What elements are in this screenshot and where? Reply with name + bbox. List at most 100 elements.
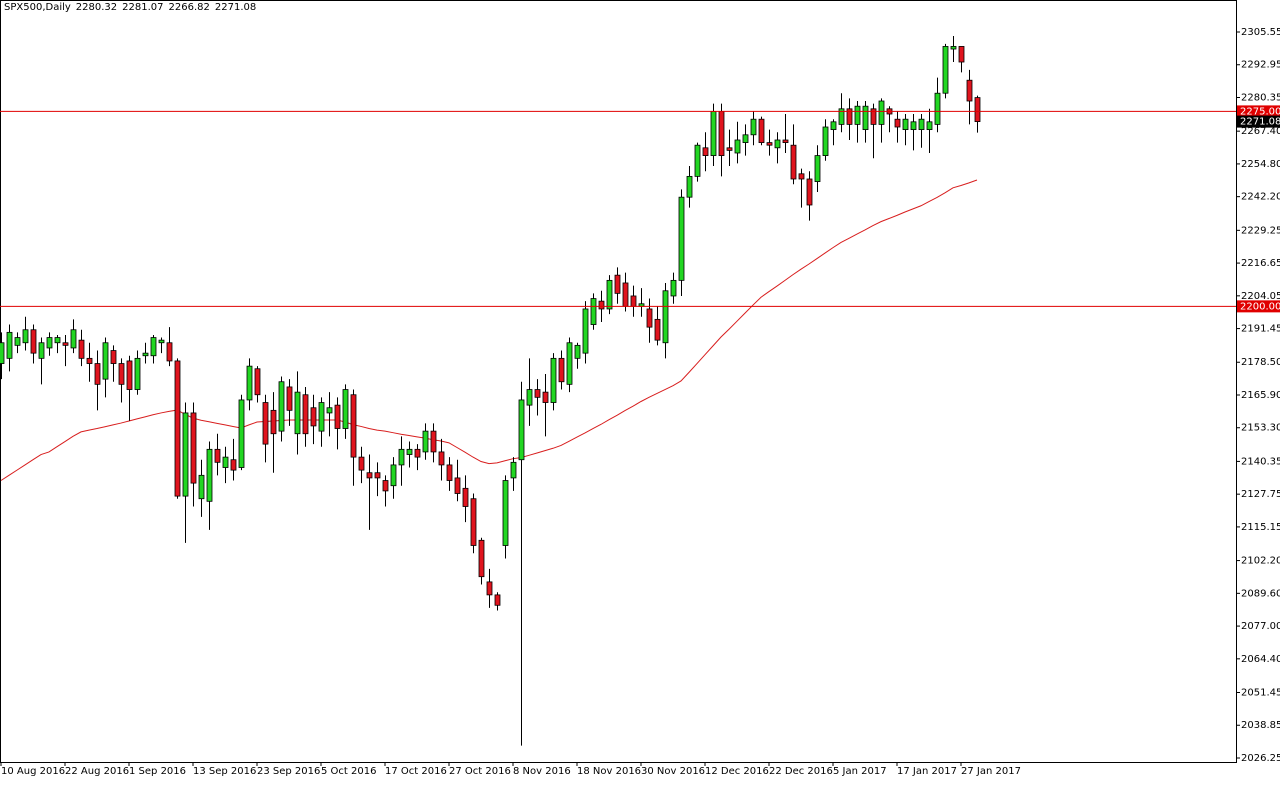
- candle-body: [190, 412, 197, 484]
- x-tick-label: 17 Oct 2016: [385, 766, 447, 777]
- candle-body: [790, 144, 797, 180]
- y-tick-label: 2102.20: [1241, 556, 1280, 567]
- candle-body: [286, 386, 293, 411]
- candle-body: [838, 108, 845, 125]
- y-tick-label: 2140.35: [1241, 456, 1280, 467]
- candle-body: [110, 350, 117, 364]
- candle-body: [54, 337, 61, 344]
- candle-body: [518, 399, 525, 461]
- y-tick-label: 2038.85: [1241, 720, 1280, 731]
- candle-body: [382, 480, 389, 492]
- y-tick-label: 2165.90: [1241, 390, 1280, 401]
- candle-body: [358, 456, 365, 471]
- candle-body: [694, 144, 701, 177]
- candle-body: [614, 274, 621, 294]
- y-tick-label: 2051.45: [1241, 687, 1280, 698]
- current-price-label: 2271.08: [1240, 117, 1280, 128]
- candle-body: [70, 329, 77, 349]
- candle-body: [718, 111, 725, 156]
- candle-body: [686, 175, 693, 198]
- candle-body: [534, 389, 541, 398]
- candle-body: [302, 394, 309, 435]
- candle-body: [806, 178, 813, 206]
- candle-body: [182, 412, 189, 497]
- candle-body: [710, 111, 717, 156]
- candle-body: [878, 100, 885, 125]
- candle-body: [398, 448, 405, 466]
- candle-body: [702, 147, 709, 156]
- candle-body: [118, 363, 125, 385]
- x-tick-label: 18 Nov 2016: [577, 766, 641, 777]
- candle-body: [342, 389, 349, 429]
- candle-body: [566, 342, 573, 385]
- candle-body: [366, 472, 373, 479]
- candle-body: [934, 92, 941, 125]
- candle-body: [910, 121, 917, 131]
- candle-body: [646, 308, 653, 328]
- price-label-bg: [1237, 105, 1280, 118]
- x-tick-label: 8 Nov 2016: [513, 766, 571, 777]
- candle-body: [734, 139, 741, 154]
- plot-frame: [0, 0, 1237, 763]
- candle-body: [46, 337, 53, 349]
- x-tick-label: 23 Sep 2016: [257, 766, 320, 777]
- candle-body: [142, 352, 149, 357]
- candle-body: [294, 391, 301, 435]
- candle-body: [262, 402, 269, 445]
- candle-body: [374, 472, 381, 479]
- x-tick-label: 5 Oct 2016: [321, 766, 376, 777]
- candle-body: [974, 97, 981, 122]
- y-tick-label: 2267.40: [1241, 126, 1280, 137]
- candle-body: [454, 477, 461, 494]
- candle-body: [278, 381, 285, 432]
- candle-body: [270, 409, 277, 435]
- candle-body: [822, 126, 829, 156]
- x-tick-label: 22 Aug 2016: [65, 766, 129, 777]
- x-tick-label: 27 Oct 2016: [449, 766, 511, 777]
- x-tick-label: 5 Jan 2017: [833, 766, 887, 777]
- candle-body: [254, 368, 261, 396]
- x-tick-label: 10 Aug 2016: [1, 766, 65, 777]
- y-tick-label: 2242.20: [1241, 192, 1280, 203]
- candle-body: [486, 581, 493, 596]
- x-tick-label: 12 Dec 2016: [705, 766, 769, 777]
- candle-body: [14, 337, 21, 346]
- candle-body: [598, 300, 605, 310]
- x-tick-label: 1 Sep 2016: [129, 766, 186, 777]
- x-tick-label: 13 Sep 2016: [193, 766, 256, 777]
- x-tick-label: 22 Dec 2016: [769, 766, 833, 777]
- candle-body: [470, 498, 477, 546]
- candle-body: [430, 430, 437, 453]
- candle-body: [654, 318, 661, 341]
- candle-body: [214, 448, 221, 463]
- candle-body: [894, 118, 901, 128]
- candle-body: [30, 329, 37, 354]
- candle-body: [950, 46, 957, 50]
- candle-body: [550, 357, 557, 403]
- y-tick-label: 2280.35: [1241, 93, 1280, 104]
- candle-body: [238, 399, 245, 468]
- candle-body: [510, 461, 517, 479]
- candle-body: [86, 357, 93, 364]
- candle-body: [422, 430, 429, 453]
- candle-body: [134, 357, 141, 390]
- candle-body: [670, 279, 677, 297]
- candle-body: [798, 173, 805, 180]
- candle-body: [94, 363, 101, 385]
- y-tick-label: 2115.15: [1241, 522, 1280, 533]
- candle-body: [222, 456, 229, 468]
- candle-body: [102, 342, 109, 380]
- candle-body: [774, 139, 781, 149]
- candle-body: [406, 448, 413, 455]
- candle-body: [62, 342, 69, 346]
- candle-body: [814, 155, 821, 182]
- y-tick-label: 2077.00: [1241, 621, 1280, 632]
- candle-body: [174, 360, 181, 497]
- candle-body: [862, 105, 869, 131]
- y-tick-label: 2064.40: [1241, 654, 1280, 665]
- candle-body: [782, 139, 789, 144]
- y-tick-label: 2089.60: [1241, 588, 1280, 599]
- y-tick-label: 2229.25: [1241, 225, 1280, 236]
- candle-body: [726, 147, 733, 151]
